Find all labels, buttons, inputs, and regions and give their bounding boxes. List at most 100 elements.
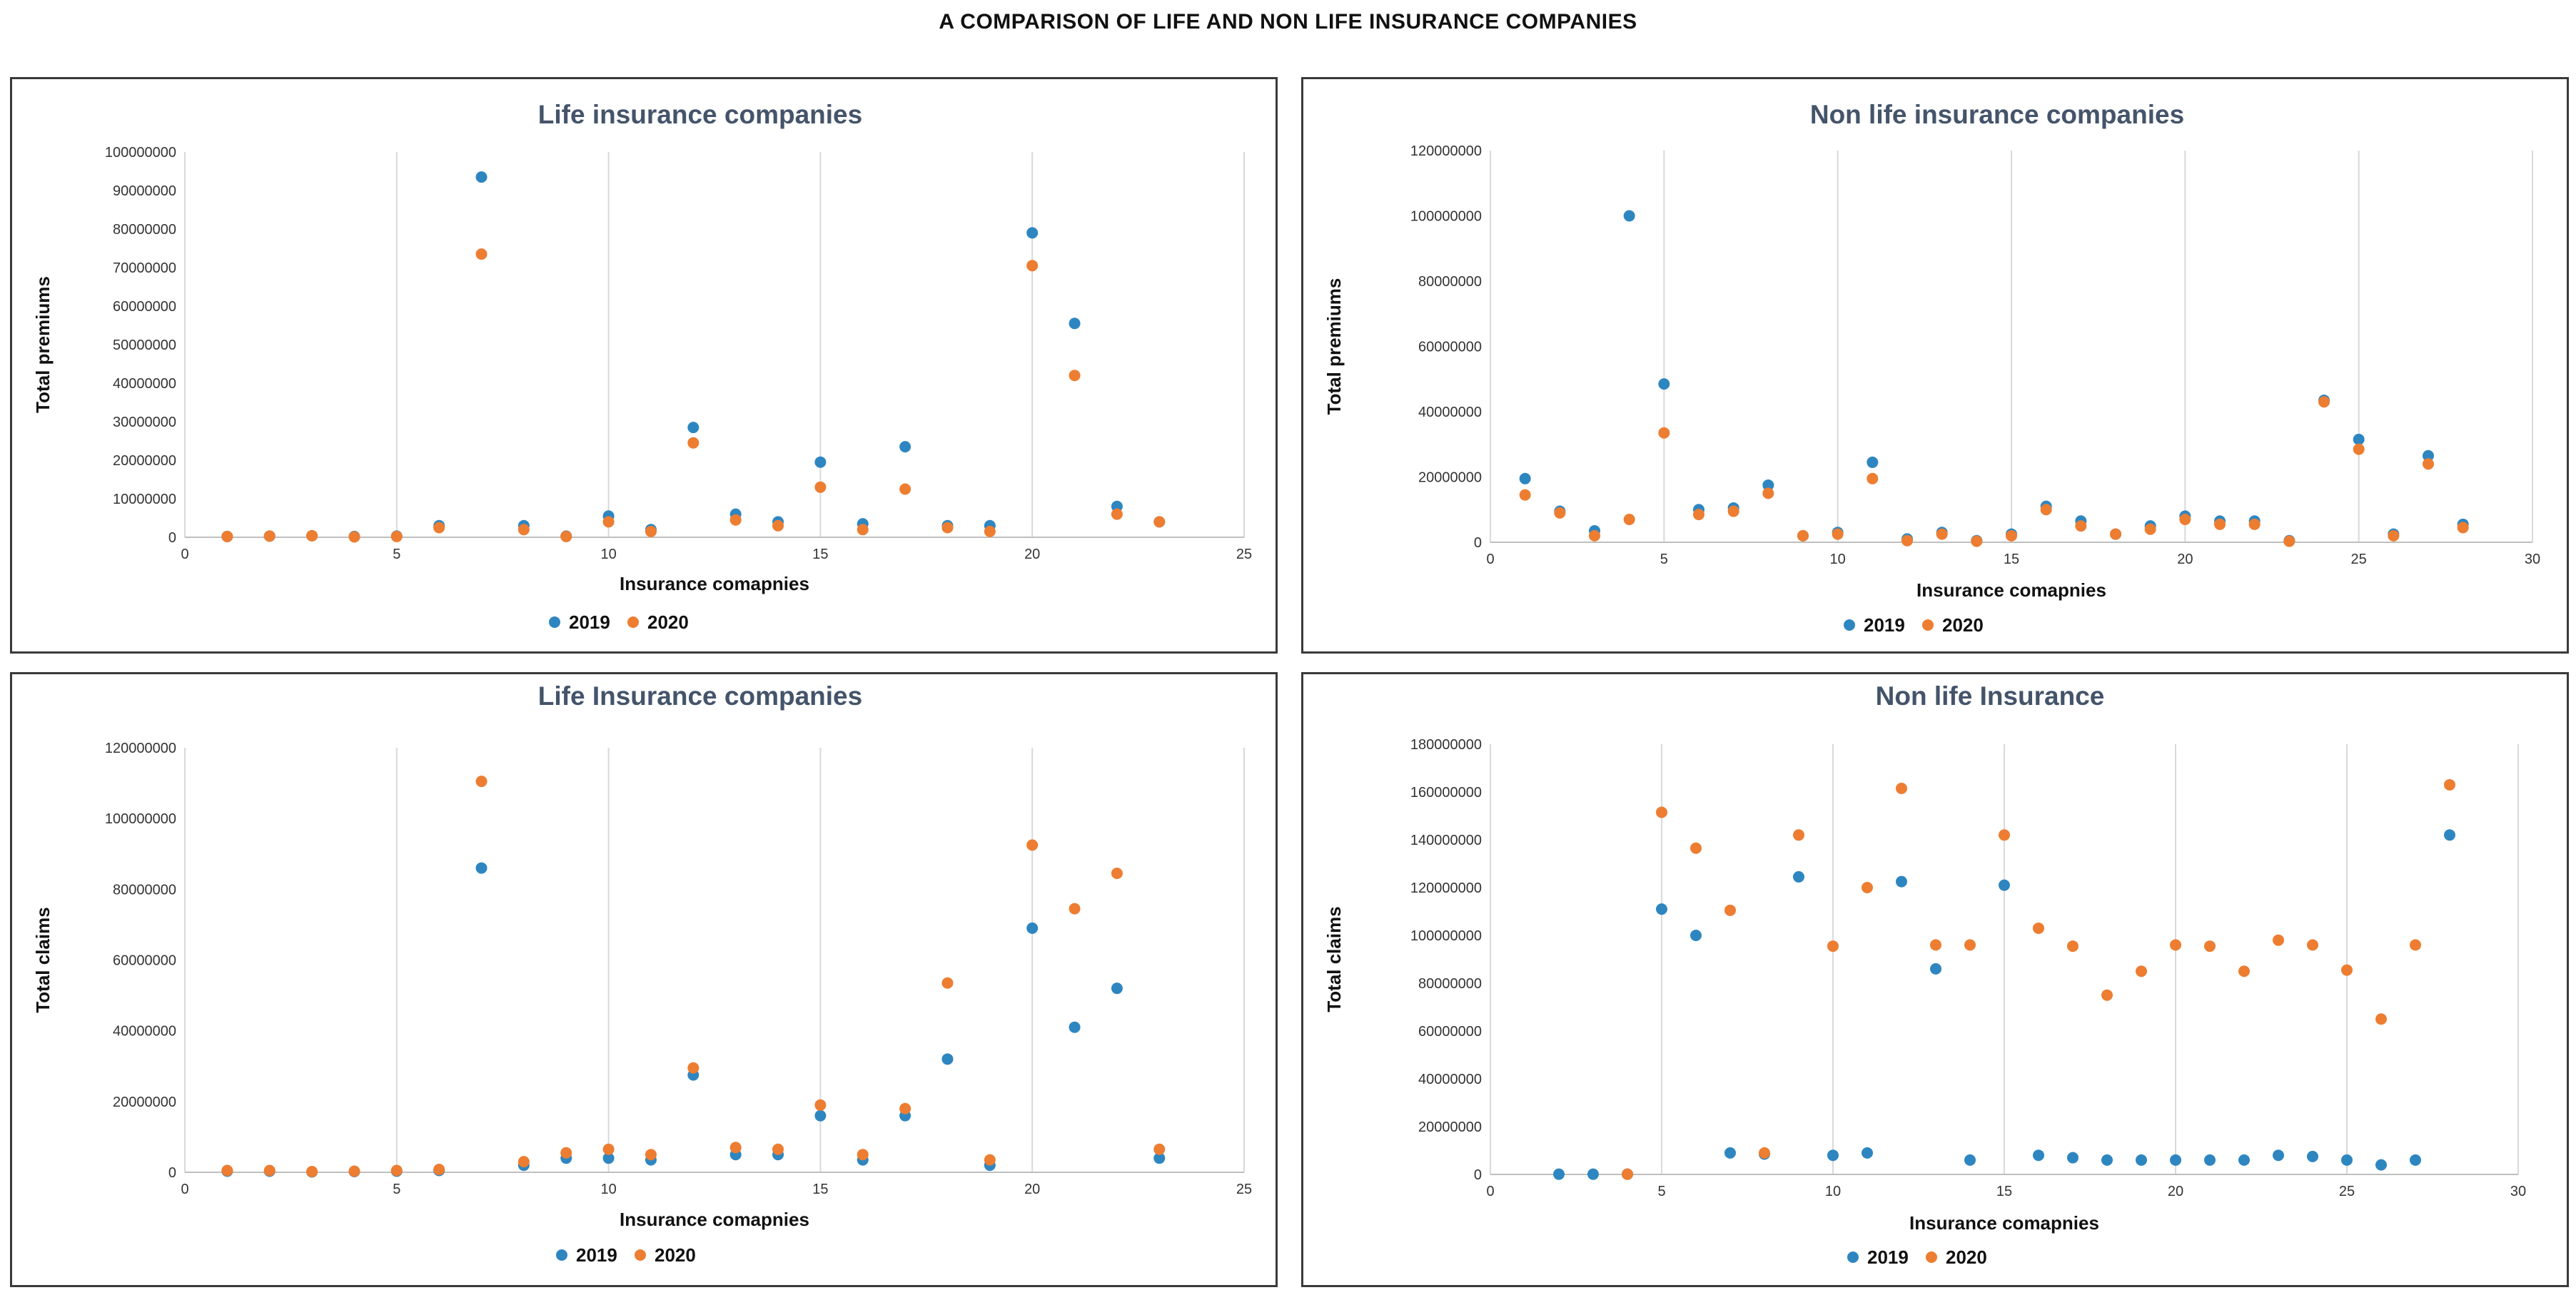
point-2020 bbox=[1724, 904, 1736, 916]
y-axis-label: Total claims bbox=[32, 907, 54, 1012]
x-tick-label: 15 bbox=[1996, 1184, 2012, 1199]
legend-marker-2019 bbox=[1847, 1251, 1859, 1263]
point-2019 bbox=[2444, 829, 2455, 841]
point-2020 bbox=[1964, 939, 1976, 951]
y-tick-label: 20000000 bbox=[1418, 1119, 1482, 1135]
point-2019 bbox=[1867, 456, 1879, 468]
point-2019 bbox=[1930, 963, 1941, 975]
point-2019 bbox=[1587, 1168, 1599, 1180]
point-2019 bbox=[1827, 1149, 1839, 1162]
point-2020 bbox=[2179, 513, 2191, 525]
point-2019 bbox=[2423, 450, 2434, 462]
chart-svg: Life insurance companies 0 5 10 15 20 25 0 10000… bbox=[32, 100, 1252, 633]
point-2020 bbox=[2075, 520, 2087, 532]
y-tick-label: 10000000 bbox=[113, 492, 176, 507]
point-2020 bbox=[1623, 513, 1635, 525]
point-2020 bbox=[1026, 260, 1039, 272]
point-2020 bbox=[306, 1166, 318, 1178]
y-tick-label: 100000000 bbox=[105, 811, 176, 827]
point-2019 bbox=[602, 1152, 615, 1164]
point-2020 bbox=[517, 1156, 530, 1168]
point-2020 bbox=[941, 522, 954, 534]
point-2020 bbox=[1026, 839, 1039, 851]
point-2020 bbox=[772, 519, 784, 532]
y-tick-label: 120000000 bbox=[1410, 880, 1482, 896]
point-2019 bbox=[1153, 1152, 1166, 1164]
y-tick-label: 160000000 bbox=[1410, 785, 1482, 801]
y-tick-label: 120000000 bbox=[1410, 143, 1482, 159]
x-axis-label: Insurance comapnies bbox=[620, 1209, 809, 1230]
y-tick-label: 80000000 bbox=[1418, 274, 1482, 290]
point-2020 bbox=[263, 530, 276, 542]
point-2020 bbox=[1759, 1147, 1770, 1159]
point-2020 bbox=[1827, 940, 1839, 953]
point-2020 bbox=[2388, 529, 2400, 542]
y-axis-label: Total claims bbox=[1323, 906, 1345, 1012]
point-2020 bbox=[517, 524, 530, 536]
y-tick-label: 20000000 bbox=[113, 1095, 176, 1110]
chart-panel-life-premiums: Life insurance companies 0 5 10 15 20 25 0 10000… bbox=[10, 77, 1278, 654]
x-tick-label: 20 bbox=[1024, 1182, 1040, 1197]
x-tick-label: 10 bbox=[1830, 552, 1846, 567]
point-2019 bbox=[2033, 1149, 2044, 1162]
x-axis-label: Insurance comapnies bbox=[620, 573, 809, 594]
legend-label-2019: 2019 bbox=[1864, 614, 1905, 636]
point-2020 bbox=[221, 530, 233, 542]
point-2020 bbox=[433, 1164, 445, 1176]
point-2020 bbox=[2101, 989, 2113, 1001]
point-2020 bbox=[263, 1164, 276, 1177]
point-2020 bbox=[941, 977, 954, 989]
x-tick-label: 25 bbox=[2339, 1184, 2355, 1199]
point-2020 bbox=[687, 437, 699, 449]
x-tick-label: 15 bbox=[2004, 552, 2019, 567]
point-2019 bbox=[2238, 1154, 2250, 1166]
y-tick-label: 100000000 bbox=[1410, 209, 1482, 225]
point-2019 bbox=[1656, 903, 1667, 915]
y-tick-label: 30000000 bbox=[113, 415, 176, 430]
legend-label-2020: 2020 bbox=[1946, 1246, 1987, 1268]
point-2020 bbox=[687, 1062, 699, 1074]
chart-title: Non life insurance companies bbox=[1810, 100, 2184, 129]
point-2020 bbox=[772, 1143, 784, 1155]
y-tick-label: 40000000 bbox=[1418, 405, 1482, 420]
y-tick-label: 60000000 bbox=[1418, 1024, 1482, 1040]
point-2020 bbox=[857, 524, 869, 536]
point-2020 bbox=[560, 1147, 572, 1159]
point-2020 bbox=[560, 530, 572, 542]
chart-title: Life Insurance companies bbox=[538, 681, 862, 711]
point-2020 bbox=[2214, 518, 2226, 530]
legend-marker-2019 bbox=[556, 1249, 567, 1261]
point-2020 bbox=[2040, 504, 2052, 516]
x-tick-label: 15 bbox=[812, 1182, 828, 1197]
y-tick-label: 80000000 bbox=[113, 882, 176, 898]
point-2020 bbox=[1862, 882, 1873, 893]
y-tick-label: 80000000 bbox=[113, 222, 176, 238]
point-2020 bbox=[1793, 829, 1804, 841]
point-2020 bbox=[2238, 965, 2250, 977]
point-2020 bbox=[814, 481, 827, 493]
point-2020 bbox=[984, 1154, 996, 1166]
point-2020 bbox=[814, 1099, 827, 1111]
point-2020 bbox=[221, 1164, 233, 1177]
point-2019 bbox=[2353, 433, 2365, 445]
chart-title: Life insurance companies bbox=[538, 100, 862, 129]
point-2020 bbox=[306, 529, 318, 542]
point-2020 bbox=[348, 531, 360, 543]
x-tick-label: 10 bbox=[600, 1182, 616, 1197]
point-2020 bbox=[2457, 522, 2469, 534]
point-2019 bbox=[475, 171, 488, 183]
chart-svg: Non life insurance companies 0 5 10 15 20 25 30… bbox=[1323, 100, 2540, 636]
x-tick-label: 10 bbox=[1825, 1184, 1841, 1199]
point-2020 bbox=[1901, 534, 1913, 547]
point-2020 bbox=[645, 525, 657, 537]
point-2019 bbox=[687, 422, 699, 434]
point-2019 bbox=[475, 862, 488, 874]
point-2020 bbox=[645, 1149, 657, 1161]
x-tick-label: 15 bbox=[812, 547, 828, 562]
x-tick-label: 20 bbox=[2168, 1184, 2183, 1199]
y-tick-label: 100000000 bbox=[105, 145, 176, 161]
point-2020 bbox=[2318, 396, 2330, 408]
legend-label-2020: 2020 bbox=[655, 1244, 696, 1266]
y-tick-label: 100000000 bbox=[1410, 928, 1482, 944]
point-2020 bbox=[1896, 782, 1907, 794]
